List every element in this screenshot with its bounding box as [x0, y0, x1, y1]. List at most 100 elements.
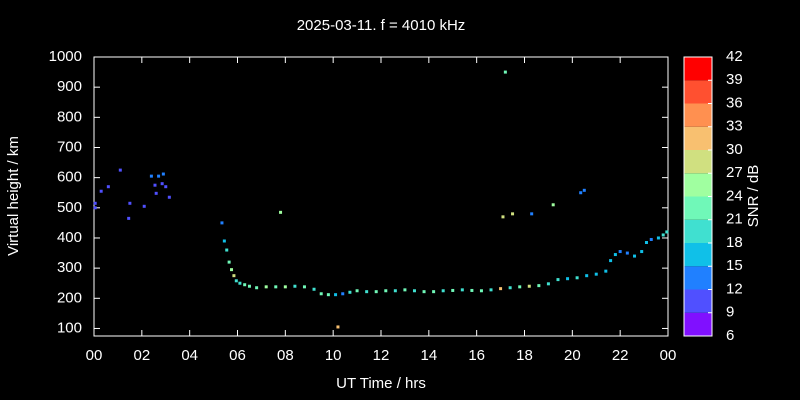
- data-point: [594, 272, 598, 276]
- data-point: [230, 268, 234, 272]
- data-point: [530, 212, 534, 216]
- chart-title: 2025-03-11. f = 4010 kHz: [297, 17, 466, 34]
- data-point: [127, 216, 131, 220]
- colorbar-band: [684, 219, 712, 243]
- data-point: [470, 288, 474, 292]
- data-point: [149, 174, 153, 178]
- x-tick-label: 08: [277, 347, 294, 364]
- y-tick-label: 700: [57, 138, 82, 155]
- data-point: [422, 290, 426, 294]
- data-point: [227, 260, 231, 264]
- data-point: [613, 253, 617, 257]
- data-point: [232, 274, 236, 278]
- colorbar-band: [684, 103, 712, 127]
- data-point: [222, 239, 226, 243]
- colorbar-tick-label: 39: [726, 71, 743, 88]
- data-point: [579, 191, 583, 195]
- data-point: [234, 279, 238, 283]
- data-point: [365, 290, 369, 294]
- x-tick-label: 04: [181, 347, 198, 364]
- data-point: [279, 210, 283, 214]
- data-point: [160, 182, 164, 186]
- colorbar-tick-label: 36: [726, 94, 743, 111]
- y-tick-label: 100: [57, 319, 82, 336]
- data-point: [556, 278, 560, 282]
- data-point: [604, 269, 608, 273]
- colorbar-tick-label: 18: [726, 234, 743, 251]
- x-tick-label: 18: [516, 347, 533, 364]
- colorbar-tick-label: 21: [726, 211, 743, 228]
- data-point: [93, 201, 97, 205]
- y-tick-label: 800: [57, 108, 82, 125]
- data-point: [283, 285, 287, 289]
- data-point: [374, 290, 378, 294]
- data-point: [238, 281, 242, 285]
- data-point: [665, 230, 669, 234]
- data-point: [546, 282, 550, 286]
- y-tick-label: 900: [57, 78, 82, 95]
- data-point: [508, 286, 512, 290]
- data-point: [566, 277, 570, 281]
- data-point: [293, 284, 297, 288]
- data-point: [161, 172, 165, 176]
- data-point: [106, 185, 110, 189]
- x-axis-label: UT Time / hrs: [336, 375, 426, 392]
- y-tick-label: 300: [57, 259, 82, 276]
- data-point: [503, 70, 507, 74]
- colorbar-band: [684, 173, 712, 197]
- data-point: [274, 285, 278, 289]
- data-point: [618, 250, 622, 254]
- y-tick-label: 400: [57, 229, 82, 246]
- data-point: [319, 292, 323, 296]
- data-point: [255, 286, 259, 290]
- colorbar-band: [684, 266, 712, 290]
- data-point: [451, 288, 455, 292]
- data-point: [93, 206, 97, 210]
- colorbar-band: [684, 150, 712, 174]
- data-point: [625, 251, 629, 255]
- colorbar-tick-label: 6: [726, 327, 734, 344]
- x-tick-label: 14: [420, 347, 437, 364]
- colorbar-tick-label: 33: [726, 118, 743, 135]
- data-point: [511, 212, 515, 216]
- data-point: [336, 325, 340, 329]
- x-tick-label: 12: [373, 347, 390, 364]
- data-point: [341, 292, 345, 296]
- data-point: [644, 240, 648, 244]
- data-point: [460, 288, 464, 292]
- y-tick-label: 500: [57, 199, 82, 216]
- data-point: [551, 203, 555, 207]
- data-point: [479, 289, 483, 293]
- y-tick-label: 600: [57, 169, 82, 186]
- data-point: [527, 284, 531, 288]
- x-tick-label: 22: [612, 347, 629, 364]
- colorbar-band: [684, 243, 712, 267]
- x-tick-label: 00: [660, 347, 677, 364]
- data-point: [585, 274, 589, 278]
- data-point: [640, 250, 644, 254]
- data-point: [142, 204, 146, 208]
- data-point: [384, 289, 388, 293]
- data-point: [164, 185, 168, 189]
- data-point: [153, 183, 157, 187]
- colorbar-tick-label: 30: [726, 141, 743, 158]
- colorbar-band: [684, 289, 712, 313]
- data-point: [355, 289, 359, 293]
- colorbar-tick-label: 27: [726, 164, 743, 181]
- colorbar-band: [684, 196, 712, 220]
- colorbar-band: [684, 57, 712, 81]
- data-point: [575, 276, 579, 280]
- data-point: [609, 259, 613, 263]
- data-point: [167, 195, 171, 199]
- data-point: [118, 168, 122, 172]
- data-point: [499, 287, 503, 291]
- colorbar-tick-label: 24: [726, 187, 743, 204]
- x-tick-label: 06: [229, 347, 246, 364]
- data-point: [128, 201, 132, 205]
- data-point: [518, 285, 522, 289]
- colorbar-tick-label: 42: [726, 48, 743, 65]
- x-tick-label: 16: [468, 347, 485, 364]
- data-point: [225, 248, 229, 252]
